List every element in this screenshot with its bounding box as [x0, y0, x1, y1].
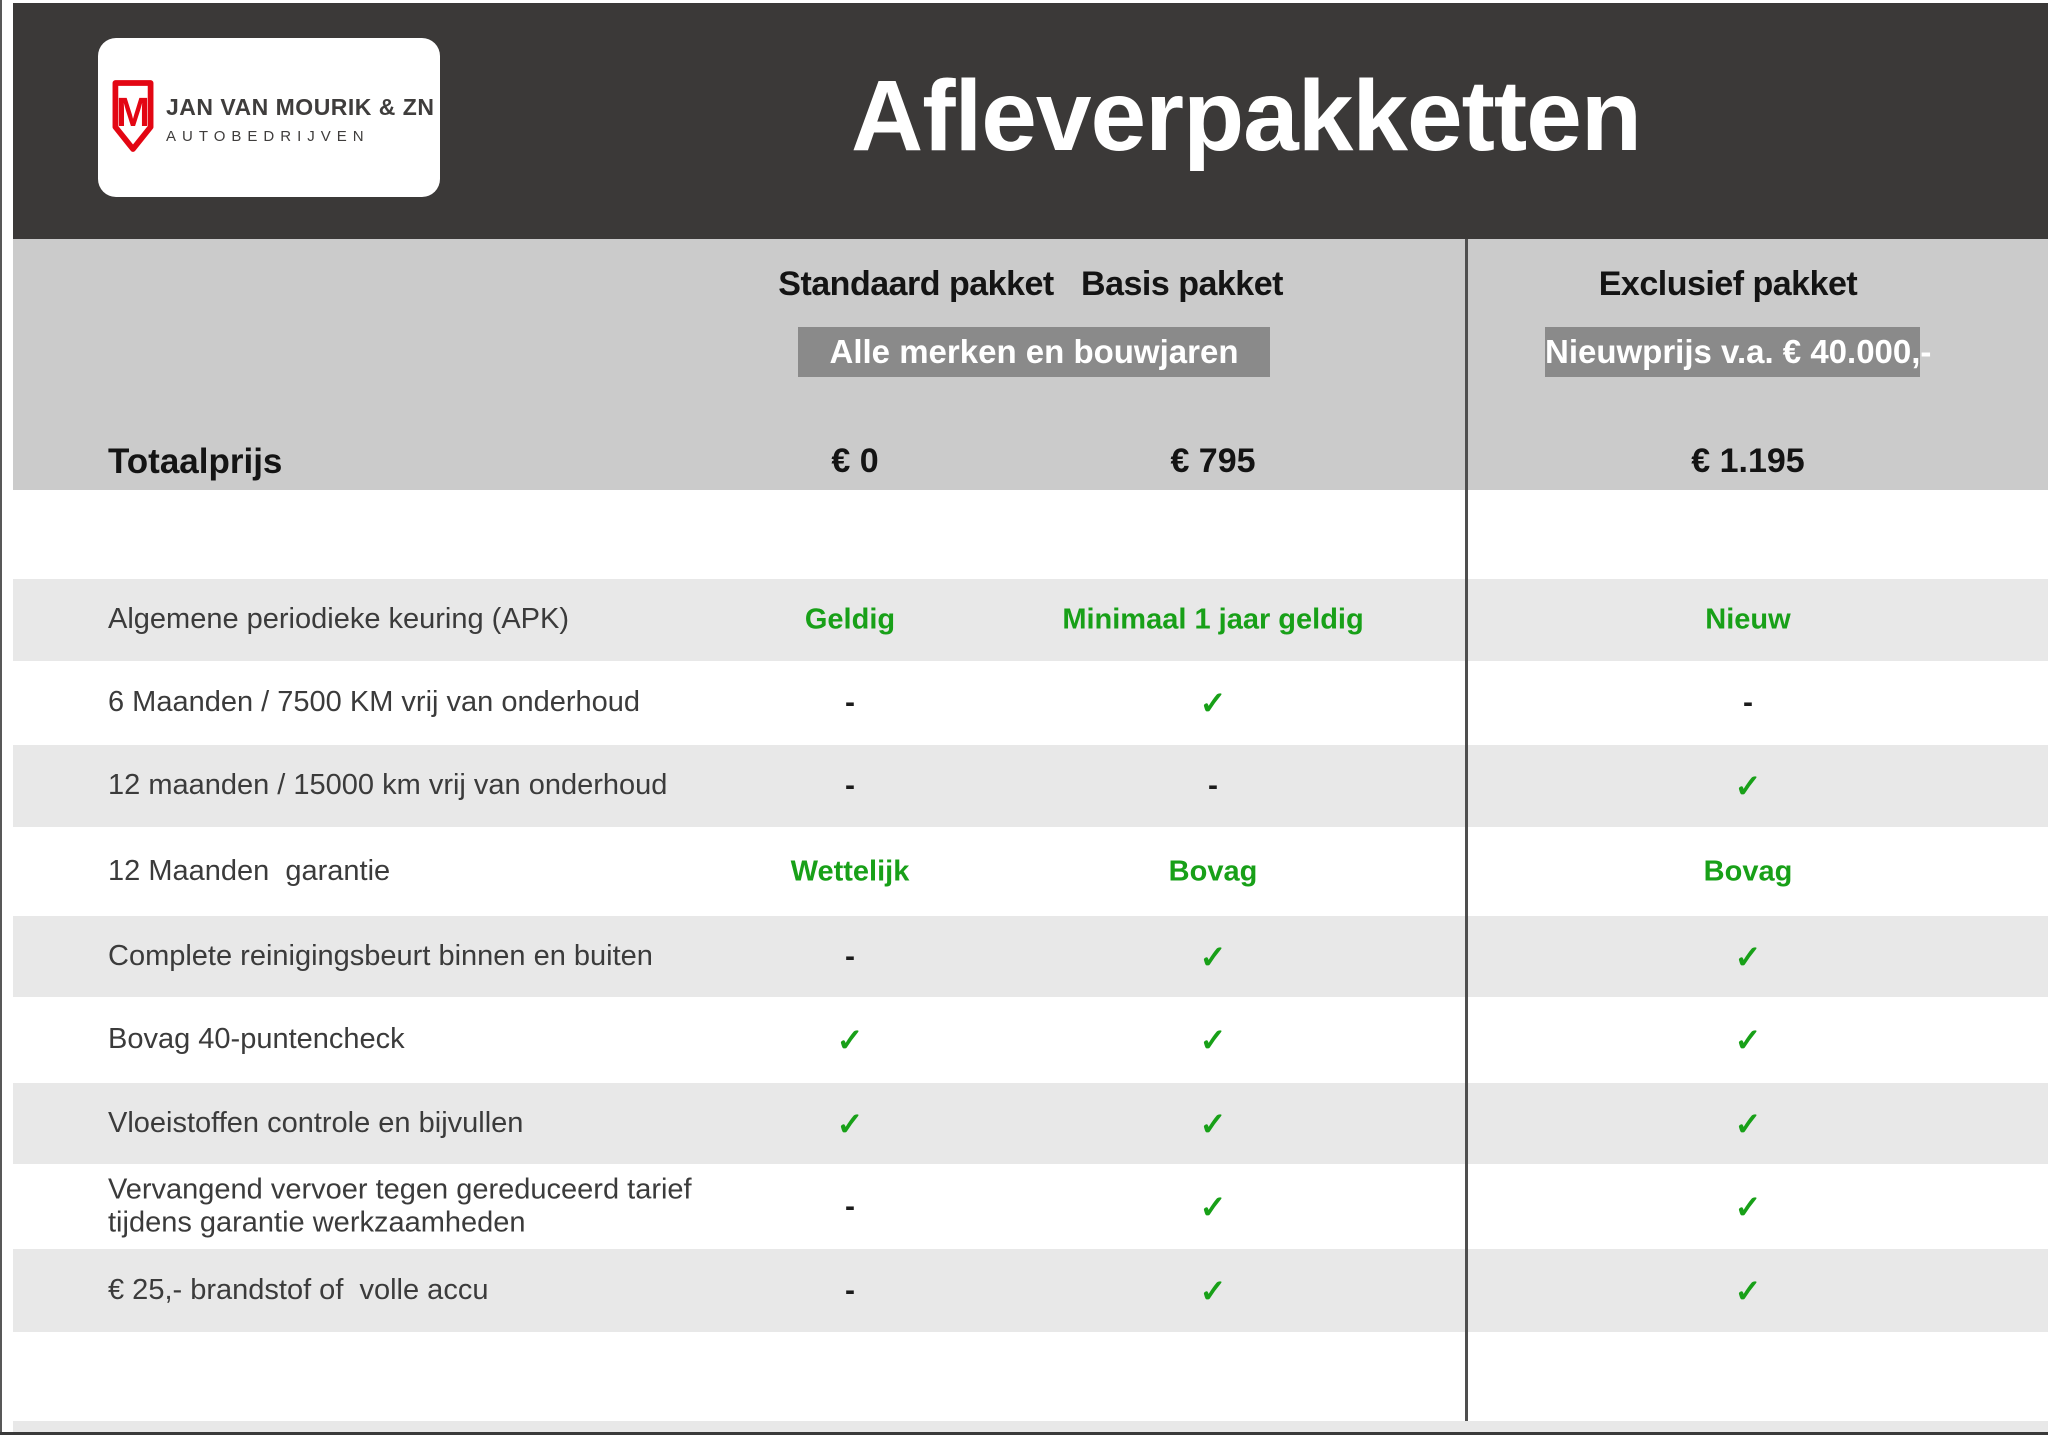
feature-cell: Bovag [1043, 855, 1383, 888]
packages-band: Standaard pakket Basis pakket Exclusief … [13, 239, 2048, 490]
page-header: M JAN VAN MOURIK & ZN AUTOBEDRIJVEN Afle… [13, 3, 2048, 239]
check-icon: ✓ [1199, 938, 1227, 975]
dash-icon: - [1208, 769, 1218, 802]
feature-cell: ✓ [1578, 1108, 1918, 1140]
feature-value: Geldig [804, 603, 896, 636]
column-header-standaard: Standaard pakket [778, 265, 1054, 303]
feature-cell: Geldig [680, 604, 1020, 637]
check-icon: ✓ [1199, 1022, 1227, 1058]
check-icon: ✓ [1734, 1022, 1762, 1058]
feature-cell: Minimaal 1 jaar geldig [1043, 604, 1383, 637]
dash-icon: - [845, 769, 855, 802]
features-table: Algemene periodieke keuring (APK) Geldig M… [13, 579, 2048, 1332]
feature-cell: ✓ [1578, 1191, 1918, 1223]
feature-value: Minimaal 1 jaar geldig [1062, 603, 1364, 636]
feature-cell: Bovag [1578, 855, 1918, 888]
feature-cell: ✓ [680, 1108, 1020, 1140]
check-icon: ✓ [836, 1022, 864, 1058]
dash-icon: - [845, 686, 855, 719]
feature-cell: ✓ [1578, 770, 1918, 802]
dash-icon: - [845, 1189, 855, 1223]
feature-cell: - [1043, 771, 1383, 801]
table-row: 12 Maanden garantie Wettelijk Bovag Bovag [13, 827, 2048, 916]
column-header-basis: Basis pakket [1081, 265, 1283, 303]
row-label: 12 Maanden garantie [108, 854, 391, 887]
totals-label: Totaalprijs [108, 442, 283, 481]
table-row: Vervangend vervoer tegen gereduceerd tar… [13, 1164, 2048, 1249]
brand-text: JAN VAN MOURIK & ZN AUTOBEDRIJVEN [166, 94, 434, 145]
row-label: Complete reinigingsbeurt binnen en buite… [108, 939, 653, 972]
row-label: Vervangend vervoer tegen gereduceerd tar… [108, 1172, 692, 1239]
price-exclusief: € 1.195 [1691, 442, 1805, 480]
feature-cell: - [680, 1189, 1020, 1223]
table-row: Bovag 40-puntencheck ✓ ✓ ✓ [13, 997, 2048, 1083]
feature-value: Nieuw [1705, 603, 1791, 636]
brand-monogram: M [116, 89, 150, 135]
feature-cell: ✓ [1043, 1191, 1383, 1223]
bottom-border [0, 1432, 2048, 1435]
feature-cell: Nieuw [1578, 604, 1918, 637]
feature-cell: - [680, 1273, 1020, 1307]
table-row: 6 Maanden / 7500 KM vrij van onderhoud - ✓… [13, 661, 2048, 745]
feature-cell: Wettelijk [680, 855, 1020, 888]
brand-name: JAN VAN MOURIK & ZN [166, 94, 435, 120]
exclusief-separator-line [1465, 239, 1468, 1432]
feature-cell: ✓ [1043, 941, 1383, 973]
feature-cell: - [1578, 688, 1918, 718]
brand-shield-icon: M [112, 80, 154, 152]
table-row: Complete reinigingsbeurt binnen en buite… [13, 916, 2048, 997]
table-row: Algemene periodieke keuring (APK) Geldig M… [13, 579, 2048, 661]
row-label: € 25,- brandstof of volle accu [108, 1273, 489, 1306]
check-icon: ✓ [1199, 1105, 1227, 1142]
check-icon: ✓ [1734, 768, 1762, 804]
table-row: € 25,- brandstof of volle accu - ✓ ✓ [13, 1249, 2048, 1332]
feature-cell: ✓ [1578, 941, 1918, 973]
dash-icon: - [1743, 686, 1753, 719]
feature-cell: ✓ [1578, 1024, 1918, 1056]
check-icon: ✓ [1734, 1188, 1762, 1225]
feature-cell: ✓ [680, 1024, 1020, 1056]
page-title: Afleverpakketten [851, 60, 1642, 172]
badge-all-brands: Alle merken en bouwjaren [798, 327, 1270, 377]
check-icon: ✓ [1734, 1105, 1762, 1142]
brand-subtitle: AUTOBEDRIJVEN [166, 128, 370, 145]
table-row: Vloeistoffen controle en bijvullen ✓ ✓ ✓ [13, 1083, 2048, 1164]
row-label: Algemene periodieke keuring (APK) [108, 603, 570, 636]
feature-cell: ✓ [1043, 1275, 1383, 1307]
feature-value: Bovag [1703, 855, 1793, 887]
column-header-exclusief: Exclusief pakket [1598, 265, 1858, 303]
left-edge-line [0, 0, 2, 1435]
feature-value: Bovag [1168, 855, 1258, 887]
feature-cell: ✓ [1578, 1275, 1918, 1307]
feature-value: Wettelijk [790, 855, 910, 887]
check-icon: ✓ [1199, 1188, 1227, 1225]
check-icon: ✓ [1734, 938, 1762, 975]
dash-icon: - [845, 1273, 855, 1307]
feature-cell: - [680, 771, 1020, 801]
row-label: 12 maanden / 15000 km vrij van onderhoud [108, 769, 668, 802]
check-icon: ✓ [1199, 1272, 1227, 1309]
feature-cell: ✓ [1043, 687, 1383, 719]
feature-cell: ✓ [1043, 1024, 1383, 1056]
bottom-strip [13, 1421, 2048, 1432]
dash-icon: - [845, 939, 855, 973]
feature-cell: - [680, 688, 1020, 718]
check-icon: ✓ [1734, 1272, 1762, 1309]
feature-cell: - [680, 939, 1020, 973]
check-icon: ✓ [1199, 685, 1227, 721]
row-label: Vloeistoffen controle en bijvullen [108, 1106, 524, 1139]
price-standaard: € 0 [831, 442, 879, 480]
check-icon: ✓ [836, 1105, 864, 1142]
price-basis: € 795 [1170, 442, 1256, 480]
table-row: 12 maanden / 15000 km vrij van onderhoud… [13, 745, 2048, 827]
logo-card: M JAN VAN MOURIK & ZN AUTOBEDRIJVEN [98, 38, 440, 197]
badge-new-price: Nieuwprijs v.a. € 40.000,- [1545, 327, 1931, 377]
row-label: 6 Maanden / 7500 KM vrij van onderhoud [108, 686, 641, 719]
feature-cell: ✓ [1043, 1108, 1383, 1140]
row-label: Bovag 40-puntencheck [108, 1023, 405, 1056]
